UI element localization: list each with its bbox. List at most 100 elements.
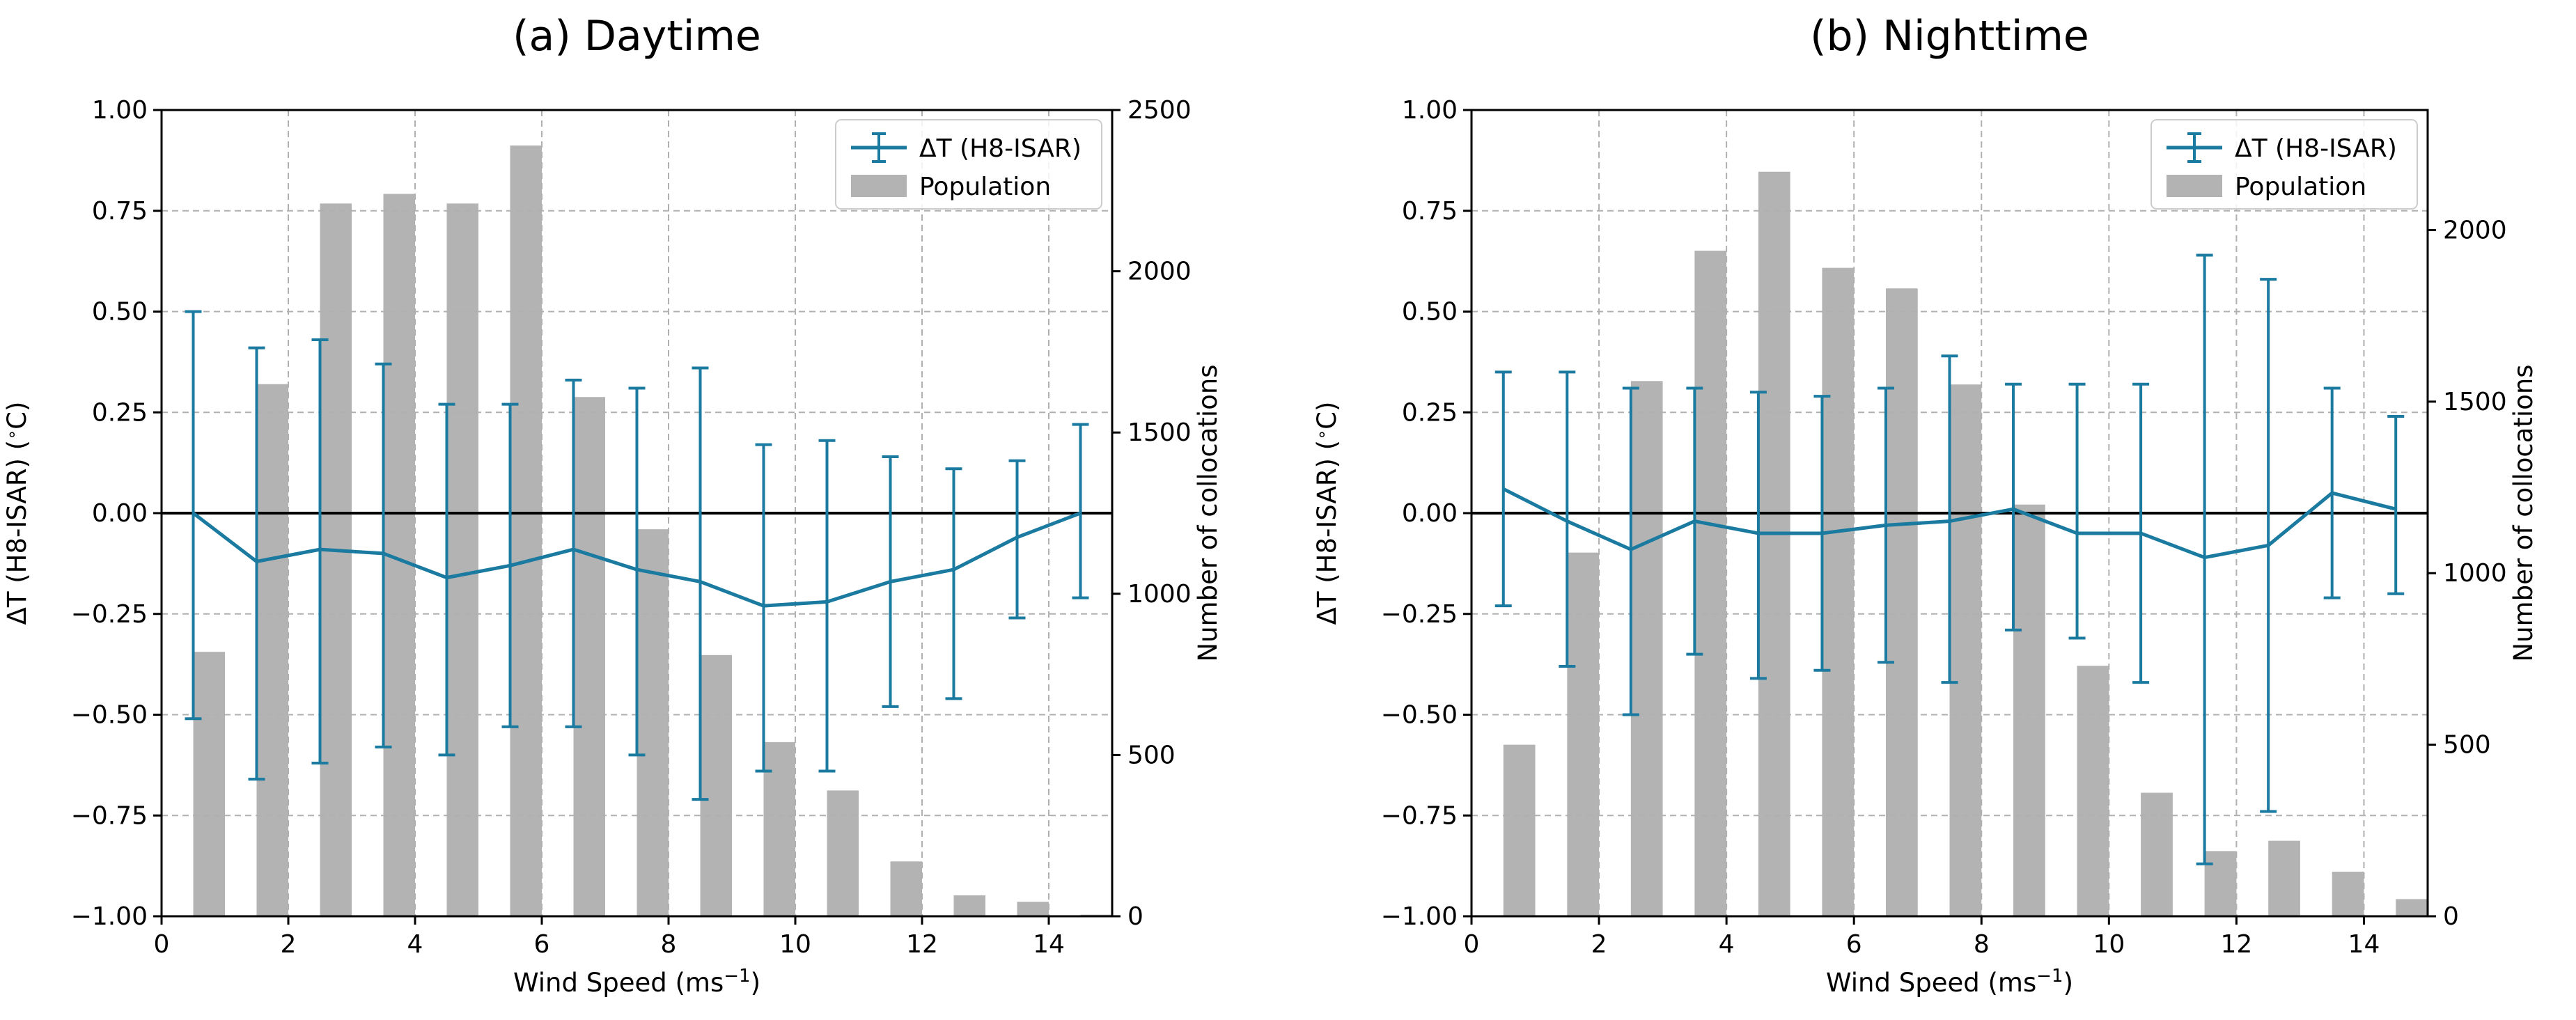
population-bar	[1503, 744, 1536, 916]
y-tick-label: 0.00	[92, 499, 148, 528]
y-right-tick-label: 2500	[1127, 96, 1192, 125]
population-bar	[573, 397, 605, 916]
y-right-tick-label: 1500	[1127, 418, 1192, 447]
population-bar	[763, 742, 795, 916]
y-tick-label: −0.75	[1381, 801, 1458, 830]
y-axis-label: ΔT (H8-ISAR) (∘C)	[2, 402, 32, 625]
population-bar	[320, 203, 352, 916]
chart-title: (b) Nighttime	[1810, 12, 2089, 61]
legend-label-delta-t: ΔT (H8-ISAR)	[2235, 134, 2397, 163]
population-bar	[2013, 504, 2045, 916]
y-axis-label-end: C)	[1312, 402, 1342, 430]
x-axis-label-superscript: −1	[724, 966, 750, 987]
y-tick-label: −0.25	[1381, 600, 1458, 629]
x-tick-label: 12	[906, 930, 938, 959]
y-right-tick-label: 2000	[1127, 258, 1192, 286]
y-axis-label-degree: ∘	[1312, 430, 1332, 440]
y-right-tick-label: 1000	[2443, 559, 2507, 588]
x-tick-label: 14	[2348, 930, 2380, 959]
population-bar	[446, 203, 478, 916]
y-tick-label: −0.50	[1381, 701, 1458, 730]
chart-nighttime: 0 2 4 6 8 10 12 14 −1.00 −0.75 −0.50 −0.25 0.00 0.25 0…	[1312, 12, 2538, 998]
y-tick-label: −1.00	[1381, 902, 1458, 931]
population-bar	[2077, 666, 2109, 916]
y-tick-label: 0.50	[92, 298, 148, 327]
y-right-tick-label: 1500	[2443, 388, 2507, 416]
population-bar	[2396, 899, 2428, 916]
population-bar	[193, 652, 225, 916]
y-axis-label-main: ΔT (H8-ISAR) (	[2, 440, 32, 625]
y-tick-label: −0.75	[71, 801, 148, 830]
population-bar	[2204, 851, 2237, 916]
x-axis-label-close: )	[2063, 968, 2073, 998]
population-bar	[1885, 288, 1918, 917]
population-bar	[256, 384, 288, 916]
population-bar	[1630, 381, 1663, 916]
population-bar	[2332, 871, 2364, 916]
chart-daytime: 0 2 4 6 8 10 12 14 −1.00 −0.75 −0.50 −0.25 0.00 0.25 0…	[2, 12, 1223, 998]
delta-t-line	[1502, 487, 2396, 560]
x-axis-label-main: Wind Speed (ms	[513, 968, 724, 998]
y-tick-label: −0.25	[71, 600, 148, 629]
x-axis-label-superscript: −1	[2036, 966, 2063, 987]
legend-bar-swatch	[851, 175, 907, 197]
population-bar	[2141, 792, 2173, 916]
y-right-axis-label: Number of collocations	[1193, 364, 1223, 661]
x-tick-label: 8	[1974, 930, 1990, 959]
y-right-axis-label: Number of collocations	[2508, 364, 2538, 661]
population-bar	[1949, 384, 1982, 916]
x-tick-label: 12	[2220, 930, 2252, 959]
x-tick-label: 10	[2093, 930, 2125, 959]
y-axis-label-end: C)	[2, 402, 32, 430]
x-tick-label: 4	[407, 930, 423, 959]
chart-title: (a) Daytime	[513, 12, 761, 61]
x-tick-label: 0	[1464, 930, 1480, 959]
y-tick-label: 0.00	[1402, 499, 1458, 528]
legend-bar-swatch	[2167, 175, 2222, 197]
population-bar	[1567, 552, 1600, 916]
population-bar	[827, 790, 859, 916]
y-tick-label: 0.75	[1402, 197, 1458, 226]
y-right-tick-label: 2000	[2443, 216, 2507, 244]
y-right-tick-label: 500	[2443, 731, 2491, 760]
population-bar	[2268, 840, 2300, 916]
y-tick-label: 1.00	[1402, 96, 1458, 125]
y-tick-label: 1.00	[92, 96, 148, 125]
population-bar	[637, 529, 669, 916]
y-tick-label: 0.25	[1402, 398, 1458, 427]
y-right-tick-label: 0	[1127, 902, 1143, 931]
population-bar	[953, 895, 985, 916]
x-tick-label: 2	[1591, 930, 1607, 959]
y-right-tick-label: 0	[2443, 902, 2459, 931]
legend-label-population: Population	[2235, 173, 2366, 201]
x-axis-label: Wind Speed (ms−1)	[513, 966, 760, 998]
x-tick-label: 10	[779, 930, 811, 959]
y-right-tick-label: 500	[1127, 741, 1176, 769]
y-right-tick-label: 1000	[1127, 580, 1192, 609]
population-bar	[1758, 171, 1790, 916]
y-axis-label: ΔT (H8-ISAR) (∘C)	[1312, 402, 1342, 625]
y-tick-label: 0.75	[92, 197, 148, 226]
x-tick-label: 4	[1719, 930, 1735, 959]
population-bar	[1694, 251, 1727, 916]
y-tick-label: 0.25	[92, 398, 148, 427]
x-tick-label: 0	[154, 930, 170, 959]
x-axis-label-close: )	[751, 968, 760, 998]
population-bar	[1017, 902, 1049, 916]
y-axis-label-degree: ∘	[2, 430, 22, 440]
y-tick-label: −0.50	[71, 701, 148, 730]
y-axis-label-main: ΔT (H8-ISAR) (	[1312, 440, 1342, 625]
x-tick-label: 6	[1846, 930, 1862, 959]
population-bar	[890, 861, 922, 916]
delta-t-line	[192, 511, 1082, 608]
population-bar	[1822, 267, 1855, 916]
x-axis-label-main: Wind Speed (ms	[1826, 968, 2036, 998]
x-axis-label: Wind Speed (ms−1)	[1826, 966, 2073, 998]
x-tick-label: 14	[1033, 930, 1065, 959]
legend-label-population: Population	[919, 173, 1051, 201]
x-tick-label: 6	[534, 930, 550, 959]
y-tick-label: −1.00	[71, 902, 148, 931]
population-bar	[700, 654, 732, 916]
y-tick-label: 0.50	[1402, 298, 1458, 327]
